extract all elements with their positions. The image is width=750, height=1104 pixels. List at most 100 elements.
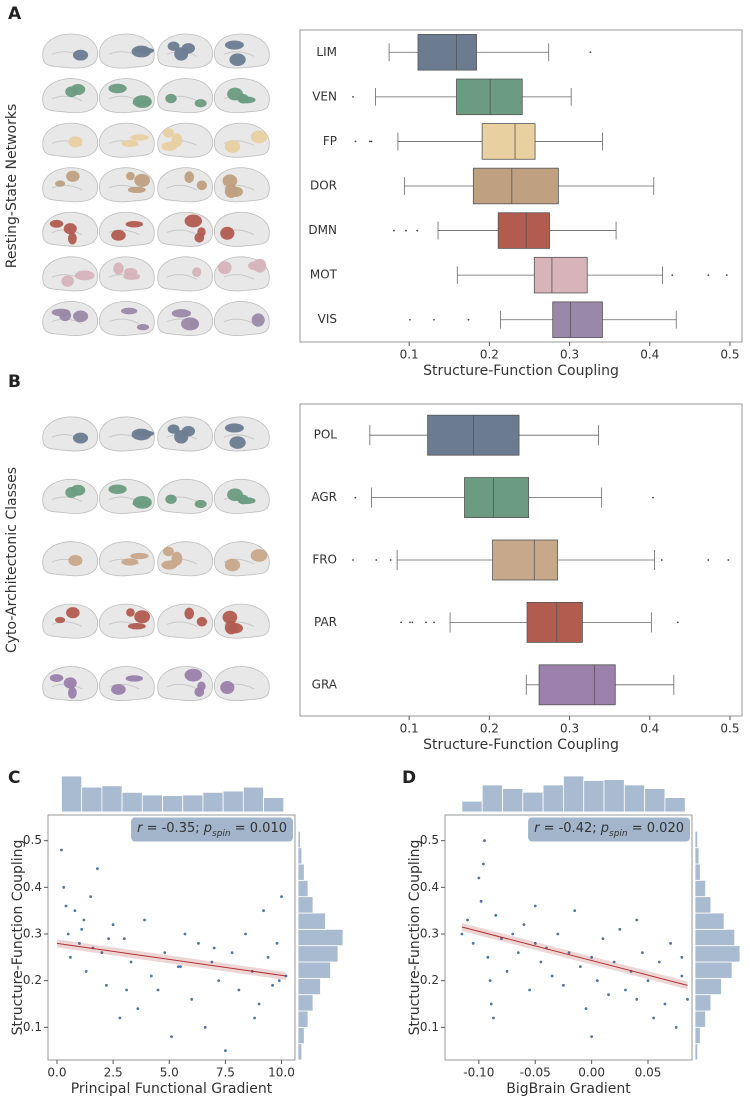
y-tick-label: 0.5 <box>23 833 42 847</box>
x-tick-label: 0.3 <box>560 722 579 736</box>
scatter-point <box>82 918 86 922</box>
top-histogram-bar <box>81 786 103 813</box>
right-histogram-bar <box>694 928 736 947</box>
brain-illustration <box>98 33 155 69</box>
brain-region <box>108 83 127 94</box>
regression-line <box>461 926 688 986</box>
x-tick-label: 0.05 <box>635 1066 662 1080</box>
brain-illustration <box>213 211 270 247</box>
scatter-point <box>136 1007 140 1011</box>
brain-region <box>66 170 80 182</box>
top-histogram-bar <box>664 797 686 813</box>
right-histogram-bar <box>694 912 725 930</box>
outlier <box>352 95 354 98</box>
annotation-part: = 0.010 <box>231 821 287 836</box>
brain-illustration <box>98 541 155 577</box>
outlier <box>393 229 395 232</box>
brain-region <box>67 686 77 699</box>
x-tick-label: 0.4 <box>640 348 659 362</box>
right-histogram-bar <box>297 863 305 881</box>
brain-illustration <box>42 167 99 203</box>
brain-region <box>220 680 235 694</box>
brain-region <box>229 53 246 66</box>
panel-label: A <box>8 4 22 24</box>
brain-surface <box>213 167 270 203</box>
x-tick-label: 0.3 <box>560 348 579 362</box>
brain-illustration <box>157 301 214 336</box>
x-tick-label: 0.5 <box>720 722 739 736</box>
annotation-part: = -0.42; <box>539 821 600 836</box>
brain-sulcus <box>223 434 255 440</box>
box <box>481 123 536 160</box>
brain-illustration <box>213 78 270 114</box>
scatter-point <box>190 997 194 1001</box>
y-axis-label: Cyto-Architectonic Classes <box>4 467 20 653</box>
outlier <box>652 496 654 499</box>
scatter-point <box>203 1025 207 1029</box>
brain-illustration <box>98 122 155 158</box>
scatter-point <box>640 951 644 955</box>
scatter-point <box>483 839 486 843</box>
box <box>533 256 588 294</box>
scatter-point <box>125 988 128 992</box>
y-axis-label: Structure-Function Coupling <box>10 840 26 1036</box>
box <box>492 539 558 581</box>
scatter-point <box>584 1007 588 1011</box>
y-tick-label: 0.3 <box>23 927 42 941</box>
brain-region <box>250 549 268 562</box>
brain-illustration <box>98 78 155 114</box>
scatter-point <box>257 1002 261 1006</box>
scatter-point <box>618 927 622 931</box>
outlier <box>433 318 435 321</box>
brain-sulcus <box>51 95 83 102</box>
right-histogram-bar <box>694 1026 701 1045</box>
scatter-point <box>528 988 531 992</box>
scatter-point <box>481 862 485 866</box>
brain-illustration <box>42 256 99 292</box>
right-histogram-bar <box>297 977 321 996</box>
brain-illustration <box>42 33 99 69</box>
category-label: FRO <box>312 553 337 567</box>
y-tick-label: 0.3 <box>420 927 439 941</box>
annotation-part: r <box>137 821 144 836</box>
box <box>526 602 583 643</box>
brain-sulcus <box>51 184 83 191</box>
scatter-point <box>533 904 537 908</box>
outlier <box>725 274 728 277</box>
brain-region <box>237 93 249 104</box>
brain-region <box>132 495 152 509</box>
brain-illustration <box>157 478 214 514</box>
right-histogram-bar <box>297 994 314 1012</box>
box <box>472 167 559 205</box>
brain-region <box>165 93 177 104</box>
brain-illustration <box>157 603 214 639</box>
annotation-part: p <box>203 821 212 836</box>
right-histogram-bar <box>297 961 331 979</box>
axes-frame <box>299 403 743 717</box>
brain-region <box>134 610 151 624</box>
regression-line <box>56 942 287 977</box>
category-label: DMN <box>308 223 337 237</box>
outlier <box>400 621 403 624</box>
scatter-point <box>176 965 180 969</box>
x-tick-label: 0.4 <box>640 722 659 736</box>
brain-illustration <box>157 33 214 69</box>
scatter-point <box>607 993 610 997</box>
brain-sulcus <box>108 229 140 236</box>
top-histogram-bar <box>61 775 83 813</box>
scatter-point <box>686 997 689 1001</box>
x-axis-label: Structure-Function Coupling <box>423 737 619 753</box>
scatter-point <box>533 941 537 945</box>
top-histogram-bar <box>182 794 204 813</box>
brain-region <box>111 229 126 241</box>
scatter-point <box>573 909 577 913</box>
brain-region <box>161 141 178 151</box>
brain-illustration <box>157 78 214 114</box>
brain-illustration <box>42 478 99 514</box>
brain-region <box>49 219 64 228</box>
brain-region <box>247 261 263 271</box>
x-tick-label: 10.0 <box>268 1066 295 1080</box>
outlier <box>375 559 378 561</box>
brain-region <box>55 180 66 187</box>
brain-sulcus <box>166 621 198 627</box>
